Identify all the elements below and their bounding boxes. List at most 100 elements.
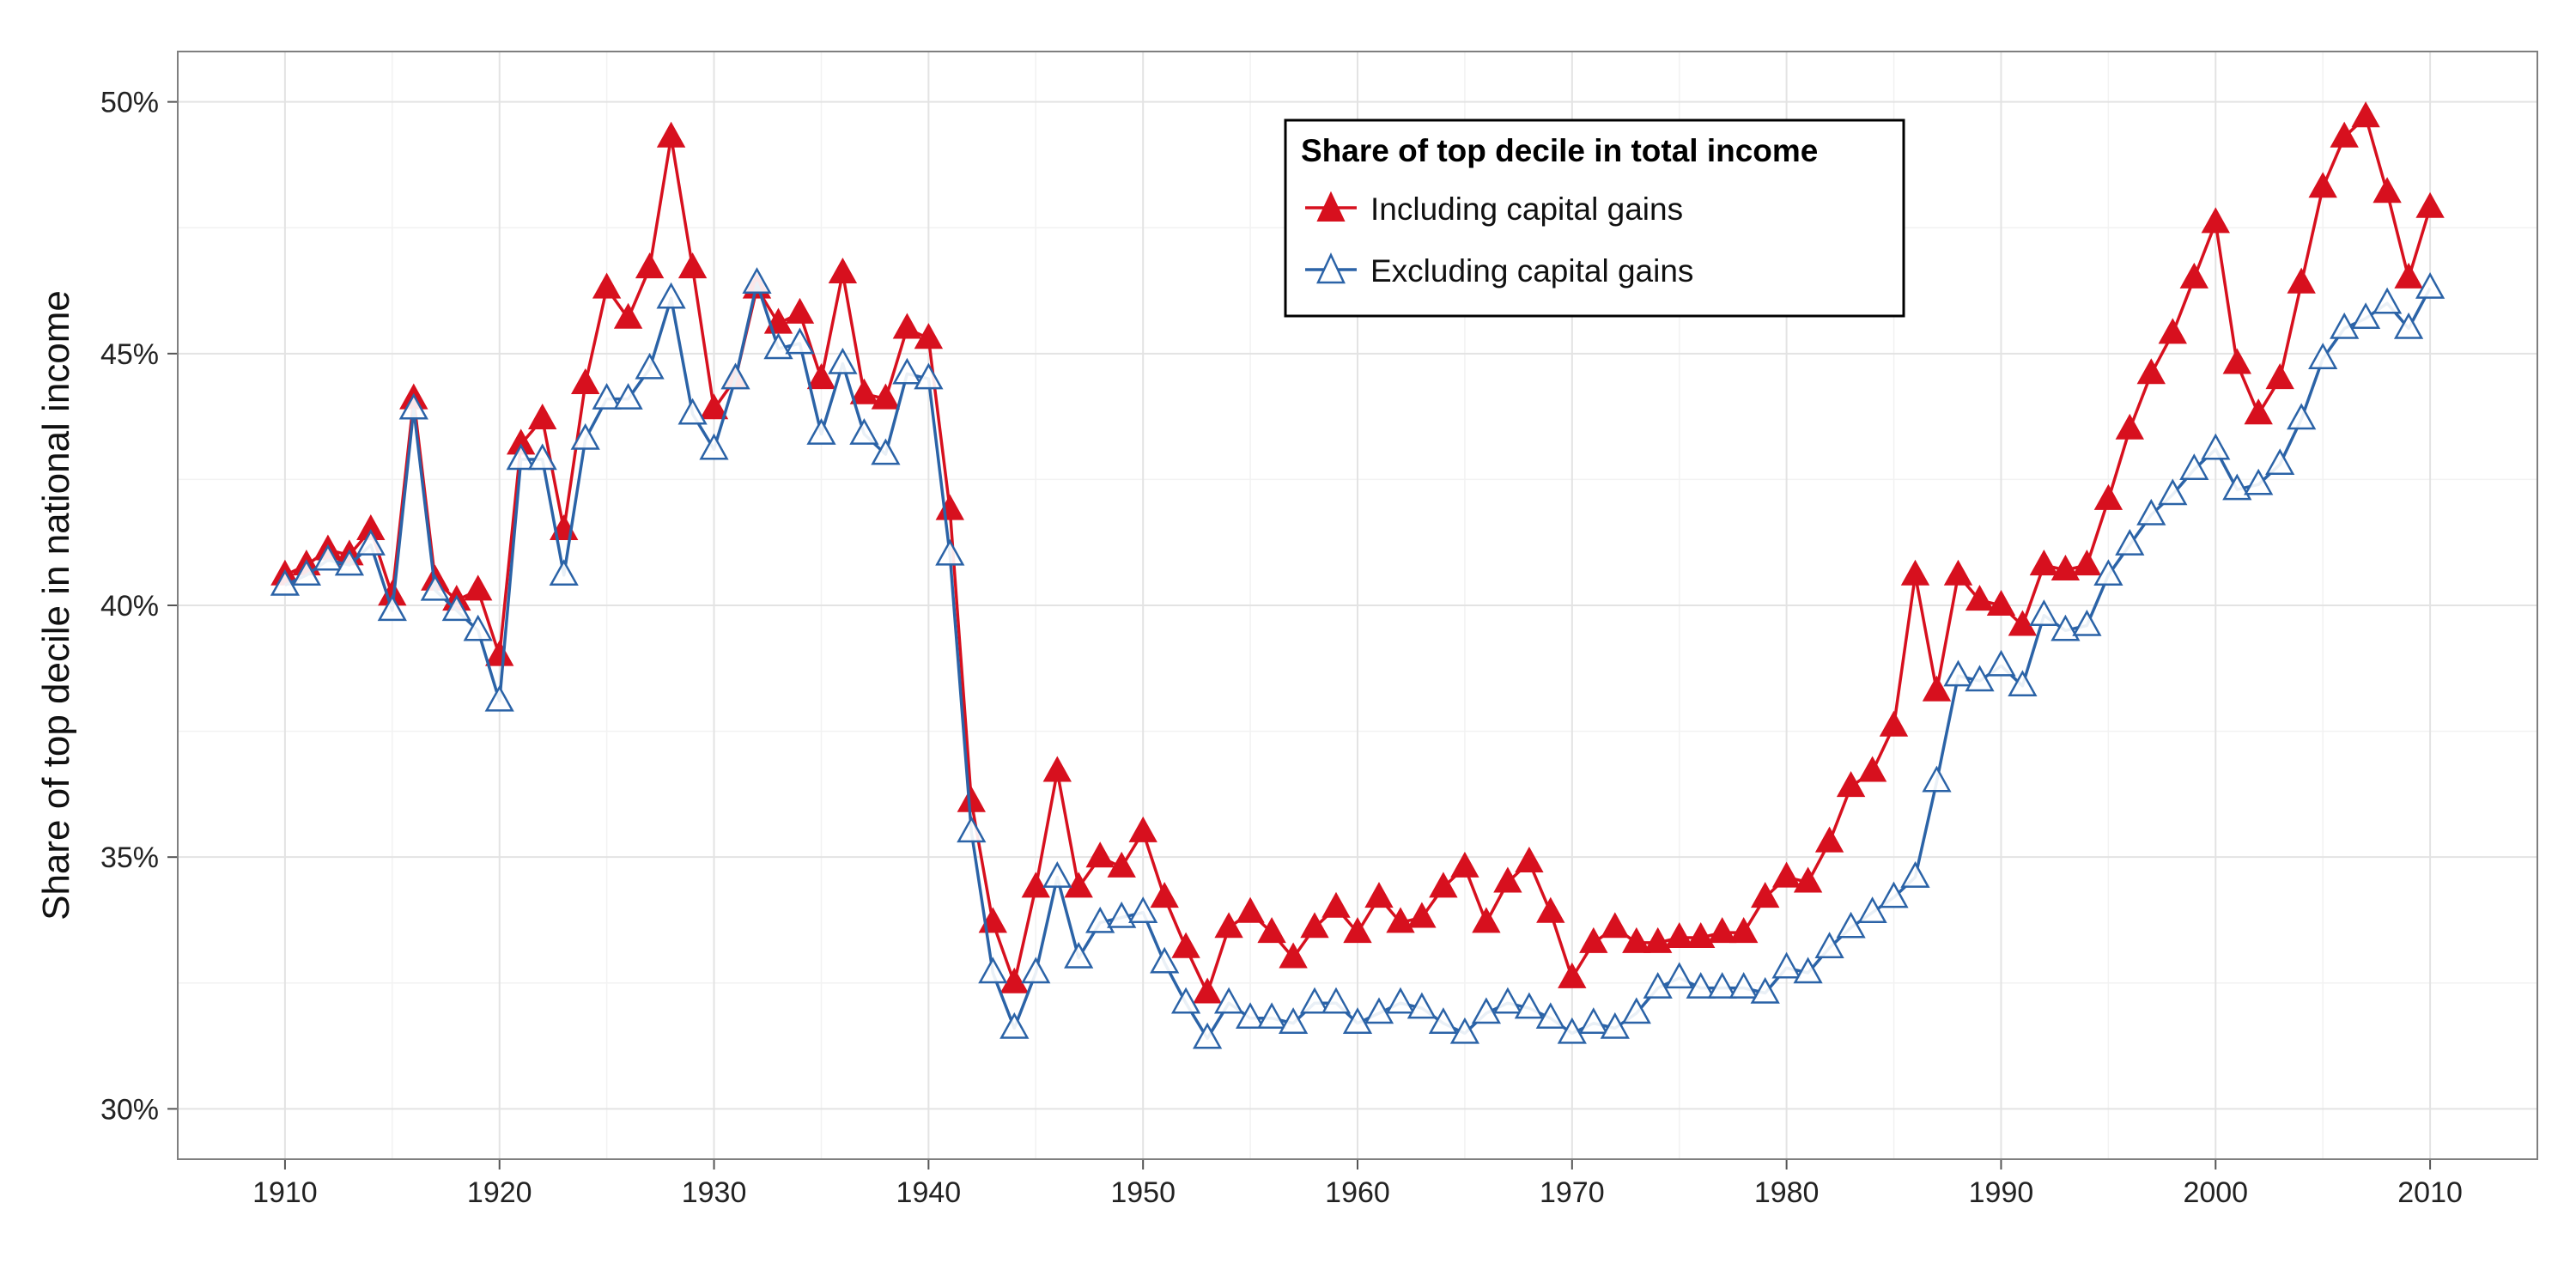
data-point-including <box>1900 559 1930 586</box>
data-point-including <box>1171 932 1200 958</box>
data-point-excluding <box>1771 951 1801 979</box>
y-tick-label: 35% <box>100 841 159 874</box>
data-point-including <box>1943 559 1973 586</box>
data-point-excluding <box>1085 906 1115 933</box>
data-point-excluding <box>2393 312 2424 339</box>
data-point-excluding <box>2330 312 2360 339</box>
data-point-excluding <box>1535 1002 1565 1030</box>
data-point-including <box>1601 912 1630 939</box>
data-point-excluding <box>2158 478 2188 506</box>
data-point-including <box>2330 121 2359 148</box>
data-point-including <box>2093 483 2123 510</box>
data-point-including <box>2415 191 2445 218</box>
data-point-excluding <box>1943 659 1973 687</box>
data-point-including <box>464 574 493 601</box>
data-point-including <box>999 967 1029 993</box>
data-point-including <box>2372 177 2402 204</box>
data-point-excluding <box>699 433 729 460</box>
data-point-including <box>1836 771 1866 798</box>
data-point-excluding <box>677 398 708 425</box>
data-point-including <box>2201 207 2230 234</box>
data-point-including <box>828 257 858 283</box>
data-point-including <box>2158 318 2187 344</box>
data-point-excluding <box>1814 932 1844 958</box>
data-point-excluding <box>270 568 301 596</box>
data-point-excluding <box>935 538 965 566</box>
data-point-excluding <box>1364 997 1394 1024</box>
data-point-excluding <box>1750 976 1780 1004</box>
x-tick-label: 1930 <box>682 1176 747 1209</box>
legend-label-including: Including capital gains <box>1370 191 1683 227</box>
data-point-including <box>2115 413 2144 440</box>
x-tick-label: 2000 <box>2183 1176 2248 1209</box>
data-point-excluding <box>1256 1002 1287 1030</box>
data-point-excluding <box>720 362 750 390</box>
data-point-excluding <box>1621 997 1651 1024</box>
data-point-including <box>2244 398 2273 425</box>
x-tick-label: 1940 <box>896 1176 962 1209</box>
data-point-excluding <box>2350 302 2381 330</box>
data-point-excluding <box>2008 670 2038 697</box>
data-point-excluding <box>978 957 1008 984</box>
data-point-excluding <box>1107 901 1137 928</box>
y-tick-label: 40% <box>100 590 159 623</box>
data-point-excluding <box>1064 941 1094 969</box>
data-point-excluding <box>1150 946 1180 974</box>
data-point-excluding <box>1600 1012 1630 1039</box>
data-point-excluding <box>2201 433 2231 460</box>
data-point-including <box>699 393 729 420</box>
data-point-excluding <box>1042 861 1072 888</box>
data-point-excluding <box>914 362 944 390</box>
data-point-including <box>806 363 836 390</box>
data-point-including <box>592 272 622 299</box>
legend: Share of top decile in total income Incl… <box>1284 118 1905 318</box>
x-tick-label: 1960 <box>1325 1176 1390 1209</box>
data-point-including <box>785 297 815 324</box>
data-point-excluding <box>420 574 450 601</box>
data-point-excluding <box>742 267 772 294</box>
data-point-excluding <box>635 352 665 380</box>
data-point-excluding <box>2136 498 2166 526</box>
data-point-including <box>1386 907 1415 933</box>
data-point-including <box>571 368 600 394</box>
legend-title: Share of top decile in total income <box>1301 133 1818 168</box>
data-point-including <box>1879 710 1909 737</box>
data-point-excluding <box>1793 957 1823 984</box>
data-point-including <box>2394 262 2423 289</box>
data-point-including <box>1665 921 1694 948</box>
data-point-including <box>1300 912 1329 939</box>
data-point-including <box>2222 348 2251 374</box>
data-point-including <box>1257 917 1286 944</box>
data-point-excluding <box>463 614 493 641</box>
data-point-excluding <box>2372 287 2403 314</box>
data-point-including <box>957 786 986 812</box>
data-point-excluding <box>1406 992 1437 1019</box>
data-point-including <box>2029 550 2059 576</box>
data-point-including <box>1771 861 1801 888</box>
data-point-excluding <box>2265 448 2295 476</box>
data-point-excluding <box>506 443 536 471</box>
legend-marker-excluding <box>1316 252 1346 284</box>
data-point-including <box>1751 882 1780 908</box>
data-point-excluding <box>1965 665 1995 692</box>
data-point-including <box>677 252 708 279</box>
data-point-excluding <box>1342 1007 1373 1034</box>
data-point-excluding <box>999 1012 1030 1039</box>
data-point-including <box>1793 866 1823 893</box>
data-point-including <box>2008 610 2038 636</box>
data-point-excluding <box>763 332 793 360</box>
data-point-including <box>1343 917 1372 944</box>
data-point-including <box>1450 851 1479 878</box>
data-point-including <box>1622 927 1651 953</box>
data-point-excluding <box>2093 559 2123 586</box>
data-point-excluding <box>1428 1007 1459 1034</box>
x-tick-label: 1970 <box>1540 1176 1605 1209</box>
data-point-including <box>1107 851 1136 878</box>
y-tick-label: 30% <box>100 1093 159 1126</box>
data-point-excluding <box>1857 896 1887 923</box>
axes: 1910 1920 1930 1940 1950 1960 1970 1980 1990 2000… <box>100 87 2463 1209</box>
data-point-including <box>1236 896 1265 923</box>
data-point-including <box>2050 554 2081 580</box>
